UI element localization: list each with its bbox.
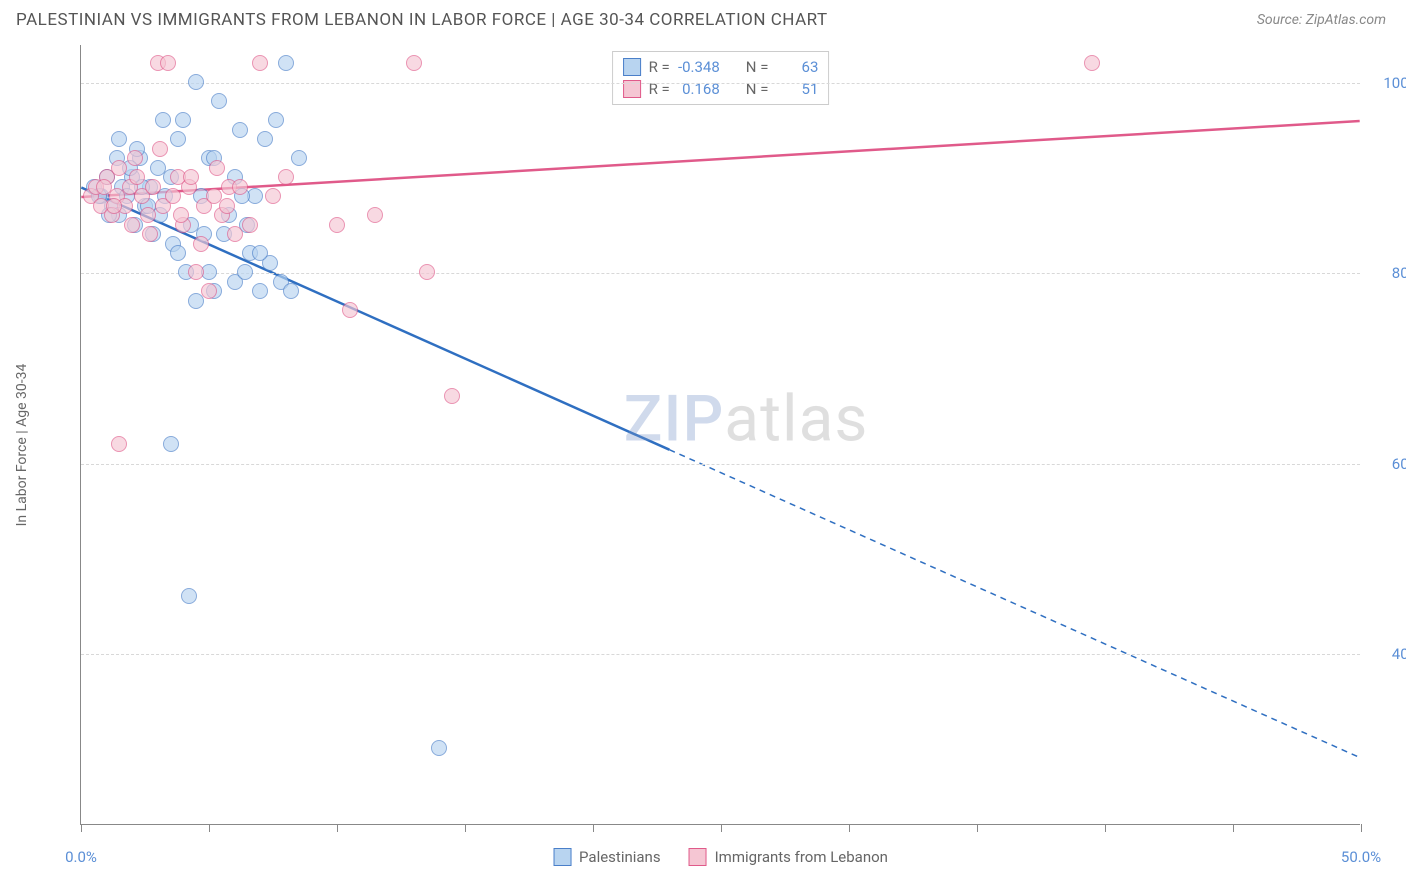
gridline bbox=[81, 273, 1360, 274]
data-point bbox=[283, 283, 299, 299]
stats-row-1: R = -0.348 N = 63 bbox=[623, 56, 819, 78]
data-point bbox=[342, 302, 358, 318]
data-point bbox=[209, 160, 225, 176]
data-point bbox=[188, 264, 204, 280]
x-tick bbox=[209, 824, 210, 832]
data-point bbox=[140, 207, 156, 223]
data-point bbox=[252, 245, 268, 261]
data-point bbox=[145, 179, 161, 195]
data-point bbox=[181, 588, 197, 604]
watermark: ZIPatlas bbox=[624, 381, 869, 456]
legend-swatch-1 bbox=[553, 848, 571, 866]
data-point bbox=[232, 179, 248, 195]
legend-label-2: Immigrants from Lebanon bbox=[715, 848, 888, 866]
n-value-1: 63 bbox=[776, 58, 818, 76]
data-point bbox=[291, 150, 307, 166]
r-value-1: -0.348 bbox=[678, 58, 720, 76]
data-point bbox=[170, 131, 186, 147]
source-attribution: Source: ZipAtlas.com bbox=[1257, 12, 1386, 28]
data-point bbox=[160, 55, 176, 71]
data-point bbox=[252, 55, 268, 71]
y-tick-label: 80.0% bbox=[1392, 264, 1406, 282]
data-point bbox=[173, 207, 189, 223]
x-tick bbox=[977, 824, 978, 832]
stats-row-2: R = 0.168 N = 51 bbox=[623, 78, 819, 100]
data-point bbox=[124, 217, 140, 233]
data-point bbox=[265, 188, 281, 204]
data-point bbox=[242, 217, 258, 233]
data-point bbox=[444, 388, 460, 404]
data-point bbox=[152, 141, 168, 157]
data-point bbox=[193, 236, 209, 252]
data-point bbox=[201, 283, 217, 299]
x-tick-label: 0.0% bbox=[65, 848, 97, 866]
gridline bbox=[81, 464, 1360, 465]
data-point bbox=[129, 169, 145, 185]
data-point bbox=[106, 198, 122, 214]
data-point bbox=[211, 93, 227, 109]
trend-lines bbox=[81, 45, 1360, 824]
x-tick bbox=[593, 824, 594, 832]
data-point bbox=[268, 112, 284, 128]
x-tick bbox=[1361, 824, 1362, 832]
legend-label-1: Palestinians bbox=[579, 848, 661, 866]
data-point bbox=[170, 245, 186, 261]
data-point bbox=[96, 179, 112, 195]
data-point bbox=[278, 55, 294, 71]
x-tick bbox=[849, 824, 850, 832]
x-tick-label: 50.0% bbox=[1341, 848, 1381, 866]
data-point bbox=[175, 112, 191, 128]
data-point bbox=[406, 55, 422, 71]
plot-area: R = -0.348 N = 63 R = 0.168 N = 51 Pales… bbox=[80, 45, 1360, 825]
data-point bbox=[257, 131, 273, 147]
data-point bbox=[232, 122, 248, 138]
n-label-1: N = bbox=[746, 58, 769, 76]
x-tick bbox=[721, 824, 722, 832]
data-point bbox=[431, 740, 447, 756]
y-tick-label: 60.0% bbox=[1392, 455, 1406, 473]
data-point bbox=[188, 74, 204, 90]
data-point bbox=[419, 264, 435, 280]
data-point bbox=[227, 226, 243, 242]
y-tick-label: 40.0% bbox=[1392, 645, 1406, 663]
legend-item-2: Immigrants from Lebanon bbox=[689, 848, 888, 866]
data-point bbox=[111, 436, 127, 452]
x-tick bbox=[337, 824, 338, 832]
data-point bbox=[155, 112, 171, 128]
series-swatch-1 bbox=[623, 58, 641, 76]
data-point bbox=[183, 169, 199, 185]
y-axis-label: In Labor Force | Age 30-34 bbox=[14, 364, 30, 527]
watermark-rest: atlas bbox=[724, 381, 868, 456]
stats-legend: R = -0.348 N = 63 R = 0.168 N = 51 bbox=[612, 51, 830, 105]
series-legend: Palestinians Immigrants from Lebanon bbox=[553, 848, 888, 866]
x-tick bbox=[81, 824, 82, 832]
x-tick bbox=[465, 824, 466, 832]
data-point bbox=[165, 188, 181, 204]
data-point bbox=[219, 198, 235, 214]
watermark-zip: ZIP bbox=[624, 381, 725, 456]
chart-title: PALESTINIAN VS IMMIGRANTS FROM LEBANON I… bbox=[16, 10, 828, 30]
data-point bbox=[278, 169, 294, 185]
gridline bbox=[81, 83, 1360, 84]
x-tick bbox=[1233, 824, 1234, 832]
legend-item-1: Palestinians bbox=[553, 848, 661, 866]
data-point bbox=[367, 207, 383, 223]
chart-container: In Labor Force | Age 30-34 R = -0.348 N … bbox=[50, 45, 1390, 845]
y-tick-label: 100.0% bbox=[1383, 74, 1406, 92]
data-point bbox=[329, 217, 345, 233]
gridline bbox=[81, 654, 1360, 655]
legend-swatch-2 bbox=[689, 848, 707, 866]
data-point bbox=[252, 283, 268, 299]
data-point bbox=[142, 226, 158, 242]
data-point bbox=[111, 160, 127, 176]
data-point bbox=[1084, 55, 1100, 71]
data-point bbox=[111, 131, 127, 147]
r-label-1: R = bbox=[649, 58, 670, 76]
data-point bbox=[163, 436, 179, 452]
x-tick bbox=[1105, 824, 1106, 832]
data-point bbox=[237, 264, 253, 280]
data-point bbox=[127, 150, 143, 166]
